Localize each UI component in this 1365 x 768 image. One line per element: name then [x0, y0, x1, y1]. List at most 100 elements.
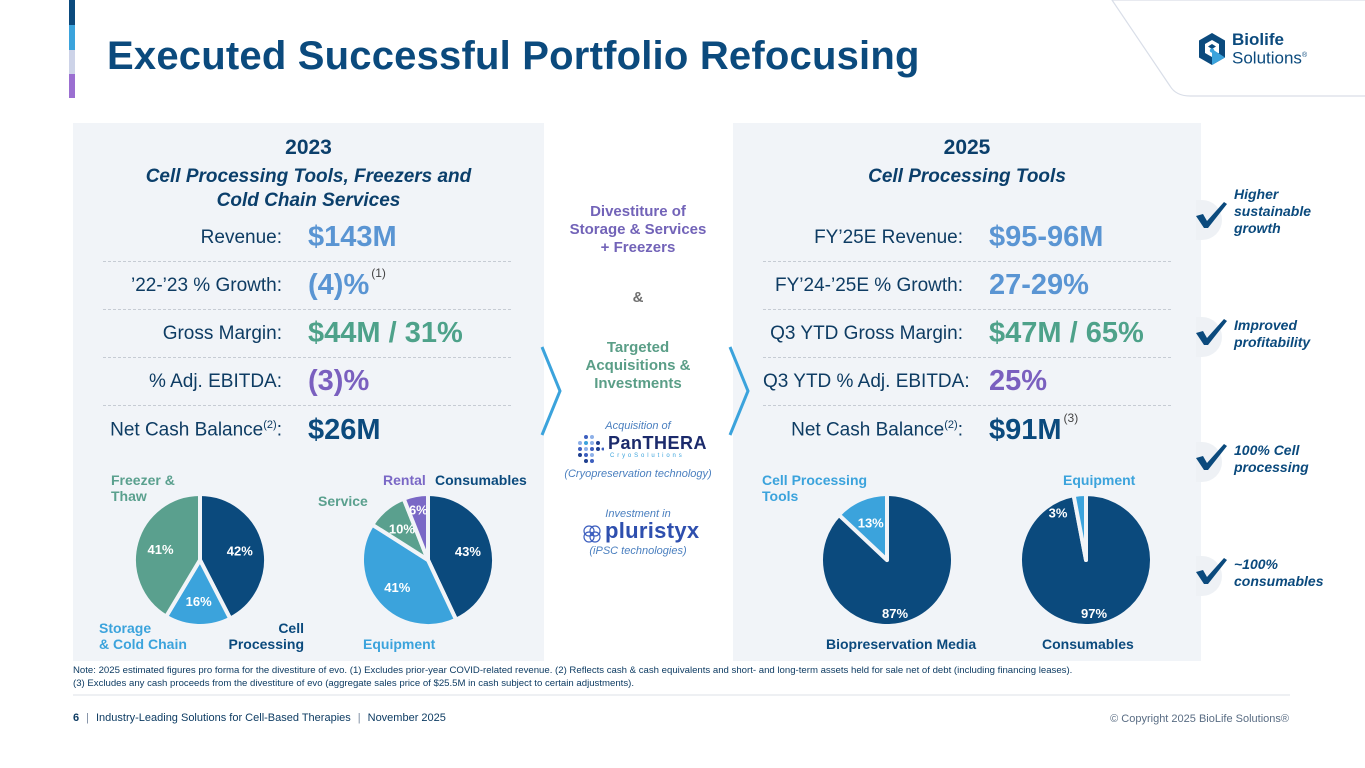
metric-row-revenue: FY’25E Revenue: $95-96M [763, 214, 1171, 262]
metric-label: Q3 YTD Gross Margin: [770, 322, 963, 344]
metric-value: $44M / 31% [308, 317, 463, 349]
footer-tagline: Industry-Leading Solutions for Cell-Base… [95, 712, 351, 724]
metric-row-growth: FY’24-’25E % Growth: 27-29% [763, 262, 1171, 310]
footnote-ref: (2) [944, 418, 958, 431]
footer-date: November 2025 [367, 712, 446, 724]
pie-slice-cell-processing [198, 492, 268, 621]
logo-tab [1111, 0, 1365, 97]
metric-row-net-cash: Net Cash Balance(2): $91M (3) [763, 406, 1171, 454]
metric-label-text: Net Cash Balance [791, 419, 945, 441]
chevron-right-icon [540, 346, 562, 436]
metric-row-ebitda: Q3 YTD % Adj. EBITDA: 25% [763, 358, 1171, 406]
accent-bar-navy [69, 0, 75, 25]
logo-line1: Biolife [1232, 30, 1284, 49]
outcome-item: ~100% consumables [1193, 556, 1323, 596]
page-number: 6 [73, 712, 80, 724]
outcome-item: Improved profitability [1193, 317, 1310, 357]
pie-data-label: 41% [148, 542, 174, 557]
acquisitions-line: Acquisitions & [585, 357, 691, 374]
pie-legend-label: Consumables [435, 472, 527, 488]
panthera-dots-icon [578, 435, 604, 463]
pluristyx-logo: pluristyx [581, 518, 701, 546]
accent-bar-purple [69, 74, 75, 98]
biolife-hex-icon [1199, 33, 1225, 66]
panel-2023: 2023 Cell Processing Tools, Freezers and… [73, 123, 544, 661]
pie-slice-consumables [426, 492, 496, 622]
divider [73, 694, 1290, 696]
ampersand: & [632, 289, 644, 306]
metric-row-ebitda: % Adj. EBITDA: (3)% [103, 358, 511, 406]
panel-subtitle-line1: Cell Processing Tools [868, 166, 1066, 187]
check-icon [1196, 202, 1227, 228]
metric-value-text: $91M [989, 413, 1062, 446]
pie-data-label: 6% [409, 502, 428, 517]
pie-data-label: 97% [1081, 606, 1107, 621]
metric-value: $47M / 65% [989, 317, 1144, 349]
acquisition-intro: Acquisition of [605, 420, 671, 432]
metric-label: FY’24-’25E % Growth: [775, 274, 963, 296]
footer: 6 | Industry-Leading Solutions for Cell-Ba… [73, 712, 446, 724]
pie-slice-equipment [360, 522, 459, 628]
accent-bar-lavender [69, 50, 75, 74]
metric-label: Q3 YTD % Adj. EBITDA: [763, 370, 970, 392]
metric-value: 27-29% [989, 269, 1089, 301]
pie-data-label: 16% [186, 594, 212, 609]
chevron-right-icon [728, 346, 750, 436]
metric-label-text: Net Cash Balance [110, 419, 264, 441]
pie-legend-label: Equipment [363, 636, 436, 652]
metric-label: % Adj. EBITDA: [148, 370, 282, 392]
metric-label: Gross Margin: [162, 322, 282, 344]
metric-row-revenue: Revenue: $143M [103, 214, 511, 262]
pie-data-label: 3% [1049, 505, 1068, 520]
copyright: © Copyright 2025 BioLife Solutions® [1110, 713, 1289, 725]
pie-slice-equipment [1071, 492, 1088, 562]
pie-data-label: 13% [858, 515, 884, 530]
pie-slice-freezer-thaw [132, 492, 202, 619]
metric-label: FY’25E Revenue: [814, 226, 963, 248]
pluristyx-name: pluristyx [605, 518, 700, 543]
outcome-text: Higher sustainable growth [1234, 186, 1312, 236]
pie-legend-label: Equipment [1063, 472, 1136, 488]
pie-chart-2025-business: 87% 13% [819, 492, 955, 628]
divestiture-line: Divestiture of [590, 203, 686, 220]
pie-data-label: 10% [389, 521, 415, 536]
pie-data-label: 43% [455, 544, 481, 559]
pie-slice-cell-processing-tools [836, 492, 889, 562]
panel-subtitle: Cell Processing Tools, Freezers and Cold… [73, 165, 544, 213]
footnote-ref: (2) [263, 418, 277, 431]
metric-row-growth: ’22-’23 % Growth: (4)% (1) [103, 262, 511, 310]
metric-label: Net Cash Balance(2): [103, 419, 308, 441]
metric-label: Revenue: [200, 226, 282, 248]
metric-label-suffix: : [957, 419, 963, 441]
pie-slice-storage-cold-chain [164, 558, 233, 628]
metric-value: $91M (3) [989, 411, 1078, 447]
acquisitions-line: Targeted [606, 339, 670, 356]
metric-value-text: (4)% [308, 269, 370, 301]
outcome-item: 100% Cell processing [1193, 442, 1309, 482]
metric-value: $26M [308, 413, 381, 446]
metric-label-suffix: : [276, 419, 282, 441]
logo-reg: ® [1301, 52, 1308, 59]
pie-data-label: 41% [384, 580, 410, 595]
metric-row-gross-margin: Q3 YTD Gross Margin: $47M / 65% [763, 310, 1171, 358]
accent-bar-blue [69, 25, 75, 50]
panel-year: 2025 [943, 136, 991, 159]
pie-legend-label: Biopreservation Media [826, 636, 977, 652]
pie-chart-2023-business: 42% 16% 41% [132, 492, 268, 628]
pie-data-label: 87% [882, 606, 908, 621]
pie-legend-label: Freezer & Thaw [111, 472, 175, 504]
metric-value: (4)% (1) [308, 266, 386, 302]
metric-row-net-cash: Net Cash Balance(2): $26M [103, 406, 511, 454]
pie-legend-label: Rental [383, 472, 426, 488]
metric-value: 25% [989, 365, 1048, 397]
metric-value: $95-96M [989, 221, 1104, 253]
footer-separator: | [357, 712, 361, 724]
check-icon [1196, 558, 1227, 584]
metric-label: ’22-’23 % Growth: [130, 274, 282, 296]
pie-legend-label: Cell Processing Tools [762, 472, 868, 504]
pie-legend-label: Storage & Cold Chain [99, 620, 187, 652]
investment-intro: Investment in [605, 508, 671, 520]
panthera-sub: C r y o S o l u t i o n s [610, 453, 683, 459]
divestiture-line: Storage & Services [569, 221, 707, 238]
